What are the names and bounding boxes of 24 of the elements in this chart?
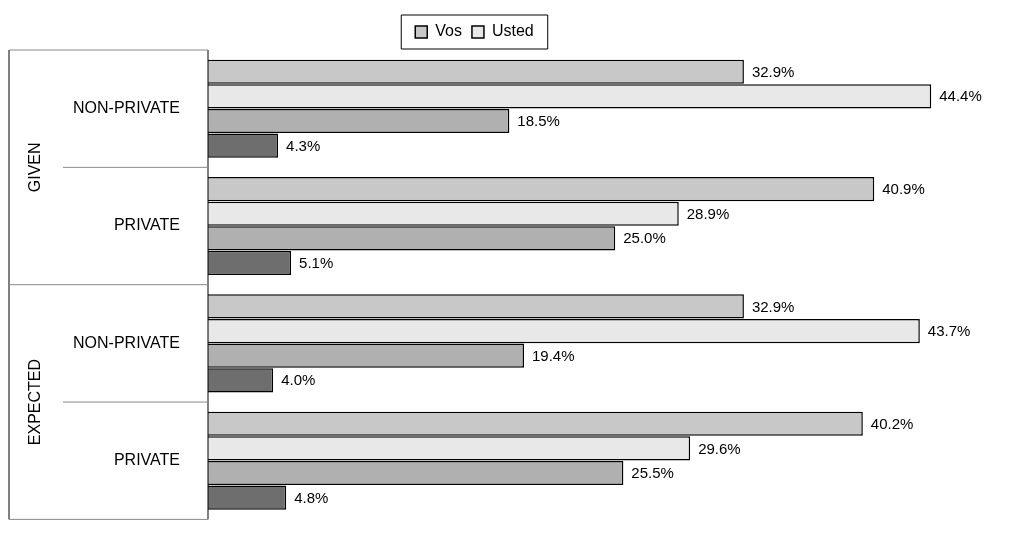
data-label: 32.9% <box>751 62 795 80</box>
y-tick-label: PRIVATE <box>113 451 180 469</box>
data-label: 25.0% <box>623 229 666 247</box>
data-label: 4.0% <box>281 371 316 389</box>
y-tick-label: NON-PRIVATE <box>73 333 180 351</box>
y-tick-label: PRIVATE <box>113 216 180 234</box>
data-label: 43.7% <box>927 322 971 340</box>
legend-label: Vos <box>435 22 462 40</box>
data-label: 28.9% <box>686 204 730 222</box>
data-label: 25.5% <box>631 464 674 482</box>
data-label: 18.5% <box>517 112 560 130</box>
y-tick-label: NON-PRIVATE <box>73 99 180 117</box>
legend-label: Usted <box>491 22 534 40</box>
data-label: 4.3% <box>286 136 321 154</box>
data-label: 19.4% <box>532 346 575 364</box>
data-label: 32.9% <box>751 297 795 315</box>
text: GIVEN <box>26 142 44 193</box>
data-label: 40.2% <box>870 414 914 432</box>
data-label: 44.4% <box>939 87 982 105</box>
data-label: 4.8% <box>294 488 329 506</box>
text: EXPECTED <box>26 358 44 446</box>
data-label: 29.6% <box>698 439 741 457</box>
data-label: 5.1% <box>299 254 334 272</box>
data-label: 40.9% <box>882 180 925 198</box>
